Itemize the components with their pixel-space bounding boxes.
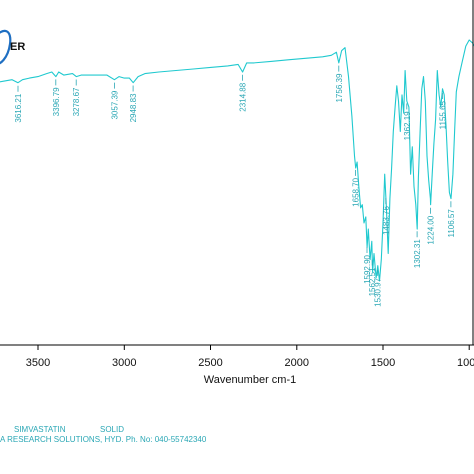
logo-text: ER (10, 41, 25, 53)
x-tick-label: 3500 (26, 357, 50, 369)
peak-label: 3616.21 (14, 93, 23, 122)
lab-contact: A RESEARCH SOLUTIONS, HYD. Ph. No: 040-5… (0, 435, 207, 444)
peak-label: 3396.79 (52, 87, 61, 116)
peak-label: 1224.00 (427, 215, 436, 244)
peak-label: 1592.90 (363, 254, 372, 283)
peak-label: 1530.97 (374, 277, 383, 306)
peak-label: 1562.51 (368, 267, 377, 296)
peak-label: 1483.76 (382, 206, 391, 235)
x-axis-title: Wavenumber cm-1 (204, 374, 297, 386)
peak-label: 2314.88 (238, 82, 247, 111)
peak-label: 2948.83 (129, 93, 138, 122)
peak-label: 1155.65 (438, 100, 447, 129)
peak-label: 3278.67 (72, 87, 81, 116)
x-tick-label: 1000 (457, 357, 474, 369)
x-tick-label: 2000 (285, 357, 309, 369)
plot-area: 3616.21 3396.79 3278.67 3057.39 2948.83 2314.… (0, 39, 474, 307)
x-axis-ticks: 3500 3000 2500 2000 1500 1000 (26, 345, 474, 369)
x-tick-label: 1500 (371, 357, 395, 369)
spectrum-line (0, 39, 474, 282)
peak-label: 1106.57 (447, 209, 456, 238)
x-tick-label: 3000 (112, 357, 136, 369)
sample-name: SIMVASTATIN (14, 425, 66, 434)
peak-label: 1658.70 (352, 177, 361, 206)
peak-label: 1362.19 (403, 111, 412, 140)
sample-state: SOLID (100, 425, 124, 434)
peak-label: 3057.39 (110, 90, 119, 119)
x-tick-label: 2500 (198, 357, 222, 369)
logo-swoosh-icon (0, 29, 12, 65)
brand-logo: ER (0, 29, 25, 65)
peak-label: 1302.31 (413, 239, 422, 268)
sample-info: SIMVASTATIN SOLID A RESEARCH SOLUTIONS, … (0, 425, 207, 444)
peak-label: 1756.39 (335, 73, 344, 102)
